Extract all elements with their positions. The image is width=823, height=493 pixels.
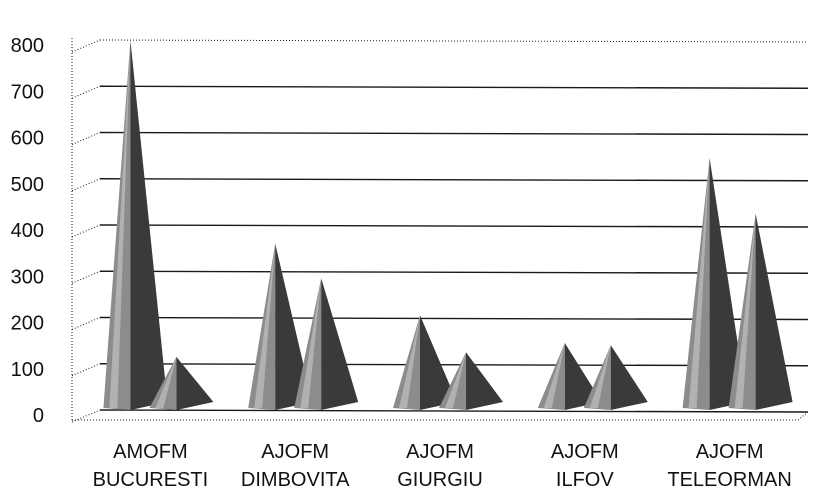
x-category-label-line: BUCURESTI [93, 469, 209, 491]
pyramid-0-0-left [103, 40, 131, 410]
pyramid-3-1-highlight [589, 345, 611, 408]
pyramid-0-0-highlight [109, 40, 131, 408]
y-tick-label: 200 [11, 313, 44, 335]
gridlines [71, 38, 809, 423]
pyramid-1-0-left [248, 243, 276, 410]
pyramid-4-1-highlight [734, 213, 756, 408]
pyramid-2-0-right [420, 315, 457, 410]
pyramid-2-1-right [466, 352, 503, 410]
y-tick-label: 400 [11, 220, 44, 242]
gridline-500 [99, 178, 809, 182]
pyramid-3-0-left [537, 342, 565, 410]
gridline-side-600 [71, 132, 101, 145]
gridline-side-0 [71, 409, 101, 423]
y-tick-label: 0 [33, 405, 44, 427]
pyramid-0-1-right [176, 356, 214, 410]
pyramid-3-0-highlight [543, 342, 565, 408]
pyramids [103, 40, 793, 410]
y-tick-label: 300 [11, 266, 44, 288]
y-tick-label: 500 [11, 174, 44, 196]
gridline-side-700 [71, 85, 101, 99]
gridline-400 [99, 224, 809, 228]
pyramid-0-1-left [149, 356, 177, 410]
gridline-200 [99, 316, 809, 321]
y-tick-label: 100 [11, 359, 44, 381]
pyramid-2-1-left [439, 352, 466, 410]
y-tick-label: 800 [11, 35, 44, 57]
pyramid-1-0-highlight [254, 243, 276, 408]
x-category-label-line: AJOFM [406, 441, 474, 463]
x-category-label-line: AJOFM [261, 441, 329, 463]
pyramid-0-0-right [130, 40, 168, 410]
pyramid-4-1-left [728, 213, 756, 410]
pyramid-2-1-highlight [445, 352, 466, 408]
gridline-side-400 [71, 224, 101, 238]
x-category-label-line: AJOFM [696, 441, 764, 463]
floor-right-edge [797, 411, 809, 421]
y-axis-ticks: 0 100 200 300 400 500 600 700 800 [11, 35, 44, 427]
gridline-300 [99, 270, 809, 274]
gridline-0 [99, 409, 809, 413]
gridline-side-800 [71, 39, 101, 53]
y-tick-label: 700 [11, 81, 44, 103]
x-category-label-line: TELEORMAN [667, 469, 791, 491]
gridline-800 [99, 39, 809, 43]
pyramid-1-1-left [294, 278, 322, 410]
x-category-label-line: GIURGIU [397, 469, 483, 491]
pyramid-2-0-left [393, 315, 420, 410]
pyramid-3-1-left [583, 345, 611, 410]
gridline-side-300 [71, 270, 101, 284]
x-category-label: AJOFM ILFOV [551, 441, 619, 491]
x-category-label: AJOFM TELEORMAN [667, 441, 791, 491]
x-category-label-line: AMOFM [113, 441, 187, 463]
x-category-label: AJOFM DIMBOVITA [241, 441, 350, 491]
pyramid-4-1-right [755, 213, 793, 410]
x-category-label: AMOFM BUCURESTI [93, 441, 209, 491]
x-category-label-line: ILFOV [556, 469, 614, 491]
pyramid-4-0-left [682, 157, 710, 410]
gridline-700 [99, 85, 809, 89]
gridline-side-500 [71, 178, 101, 192]
pyramid-1-1-right [321, 278, 359, 410]
x-axis-categories: AMOFM BUCURESTI AJOFM DIMBOVITA AJOFM GIURGIU… [93, 441, 792, 491]
gridline-side-100 [71, 363, 101, 377]
x-category-label: AJOFM GIURGIU [397, 441, 483, 491]
pyramid-1-1-highlight [300, 278, 322, 408]
pyramid-0-1-highlight [155, 356, 177, 408]
x-category-label-line: AJOFM [551, 441, 619, 463]
gridline-600 [99, 131, 809, 136]
gridline-side-200 [71, 317, 101, 330]
y-tick-label: 600 [11, 128, 44, 150]
pyramid-2-0-highlight [399, 315, 420, 408]
x-category-label-line: DIMBOVITA [241, 469, 350, 491]
pyramid-3-1-right [610, 345, 648, 410]
pyramid-4-0-highlight [688, 157, 710, 408]
